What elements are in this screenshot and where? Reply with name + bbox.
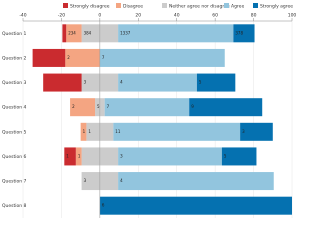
legend-swatch [116,3,121,8]
count-label: 5 [224,153,227,158]
x-tick-label: 40 [174,13,180,19]
y-tick-label: Question 7 [2,179,27,185]
count-label: 5 [199,80,202,85]
count-label: 378 [235,30,243,35]
chart: Strongly disagree Disagree Neither agree n… [2,3,297,218]
count-label: 11 [115,129,121,134]
bar-segment [62,24,67,43]
bar-segment [43,73,82,92]
x-tick-label: 20 [135,13,141,19]
bar-segment [80,122,87,141]
count-label: 234 [68,30,76,35]
bar-segment [113,122,241,141]
bar-segment [99,196,292,215]
y-tick-label: Question 4 [2,105,27,111]
y-tick-label: Question 2 [2,55,27,61]
count-label: 1 [78,153,81,158]
count-label: 4 [120,80,123,85]
bar-segment [75,147,82,166]
y-tick-label: Question 1 [2,31,27,37]
bar-segment [104,98,190,117]
y-tick-label: Question 3 [2,80,27,86]
x-tick-label: 100 [288,13,297,19]
bar-segment [65,48,100,67]
legend-swatch [253,3,258,8]
bar-segment [118,24,234,43]
bar-segment [233,24,255,43]
x-tick-label: -20 [58,13,65,19]
x-tick-label: 80 [251,13,257,19]
legend-label: Strongly disagree [70,3,110,9]
count-label: 2 [72,104,75,109]
y-tick-label: Question 6 [2,154,27,160]
count-label: 1 [83,129,86,134]
count-label: 3 [242,129,245,134]
count-label: 7 [102,55,105,60]
legend-label: Strongly agree [260,3,293,9]
bar-segment [240,122,273,141]
bar-segment [196,73,236,92]
bar-segment [70,98,96,117]
bar-segment [118,73,197,92]
legend-label: Agree [231,3,244,9]
legend-swatch [63,3,68,8]
count-label: 9 [191,104,194,109]
x-tick-label: 0 [98,13,101,19]
count-label: 3 [84,178,87,183]
count-label: 5 [97,104,100,109]
bar-segment [118,147,222,166]
bar-segment [118,172,274,191]
bar-segment [189,98,263,117]
count-label: 1 [88,129,91,134]
y-tick-label: Question 8 [2,203,27,209]
count-label: 1 [66,153,69,158]
x-tick-label: -40 [19,13,26,19]
bar-segment [32,48,66,67]
y-tick-label: Question 5 [2,129,27,135]
count-label: 1337 [120,30,131,35]
count-label: 384 [84,30,92,35]
count-label: 7 [107,104,110,109]
bar-segment [99,48,225,67]
legend-label: Disagree [123,3,143,9]
count-label: 3 [84,80,87,85]
bar-segment [221,147,257,166]
bar-segment [66,24,82,43]
count-label: 2 [67,55,70,60]
x-tick-label: 60 [212,13,218,19]
legend-swatch [162,3,167,8]
legend-label: Neither agree nor disagree [169,3,230,9]
count-label: 6 [102,203,105,208]
count-label: 4 [120,178,123,183]
legend-swatch [224,3,229,8]
bar-segment [64,147,76,166]
count-label: 3 [120,153,123,158]
